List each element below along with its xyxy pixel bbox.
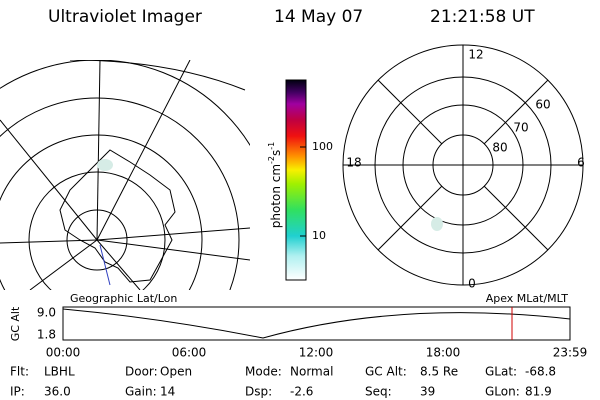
info-label: GLon:	[485, 385, 520, 399]
colorbar	[285, 79, 307, 281]
info-value: LBHL	[44, 365, 75, 379]
mlt-label: 0	[468, 277, 476, 291]
mlt-label: 6	[577, 156, 585, 170]
timeline-x-label: 00:00	[46, 346, 81, 360]
timeline-frame	[62, 306, 571, 341]
info-label: IP:	[10, 385, 25, 399]
timeline-left-title: Geographic Lat/Lon	[70, 292, 177, 305]
lat-label: 70	[513, 121, 528, 135]
timeline-x-label: 18:00	[426, 346, 461, 360]
colorbar-tick: 100	[312, 140, 333, 153]
timeline-y-label: 9.0	[37, 306, 56, 320]
info-label: Gain:	[125, 385, 157, 399]
lat-label: 80	[492, 141, 507, 155]
info-value: -68.8	[525, 365, 556, 379]
title: Ultraviolet Imager	[48, 7, 202, 27]
lat-label: 60	[535, 98, 550, 112]
info-value: Open	[160, 365, 192, 379]
info-panel: Flt: LBHL Door: Open Mode: Normal GC Alt: 8.5 R…	[10, 365, 556, 399]
geo-map	[0, 60, 250, 290]
colorbar-tick: 10	[312, 229, 326, 242]
mlt-label: 18	[346, 156, 361, 170]
timeline-x-label: 06:00	[172, 346, 207, 360]
info-label: Door:	[125, 365, 158, 379]
polar-plot	[342, 44, 584, 286]
info-value: 14	[160, 385, 175, 399]
info-value: 39	[420, 385, 435, 399]
info-value: -2.6	[290, 385, 313, 399]
altitude-curve	[62, 308, 571, 339]
date: 14 May 07	[274, 7, 363, 27]
info-label: Flt:	[10, 365, 29, 379]
info-label: Dsp:	[245, 385, 272, 399]
info-label: Mode:	[245, 365, 282, 379]
colorbar-unit: photon cm-2s-1	[267, 142, 283, 229]
mlt-label: 12	[468, 48, 483, 62]
info-label: Seq:	[365, 385, 392, 399]
info-value: Normal	[290, 365, 333, 379]
timeline-x-label: 23:59	[553, 346, 588, 360]
timeline-y-label: 1.8	[37, 328, 56, 342]
info-value: 8.5 Re	[420, 365, 458, 379]
time: 21:21:58 UT	[430, 7, 535, 27]
info-label: GLat:	[485, 365, 517, 379]
info-label: GC Alt:	[365, 365, 407, 379]
timeline-axis-label: GC Alt	[9, 306, 22, 341]
info-value: 36.0	[44, 385, 71, 399]
timeline-right-title: Apex MLat/MLT	[486, 292, 569, 305]
info-value: 81.9	[525, 385, 552, 399]
timeline-x-label: 12:00	[299, 346, 334, 360]
